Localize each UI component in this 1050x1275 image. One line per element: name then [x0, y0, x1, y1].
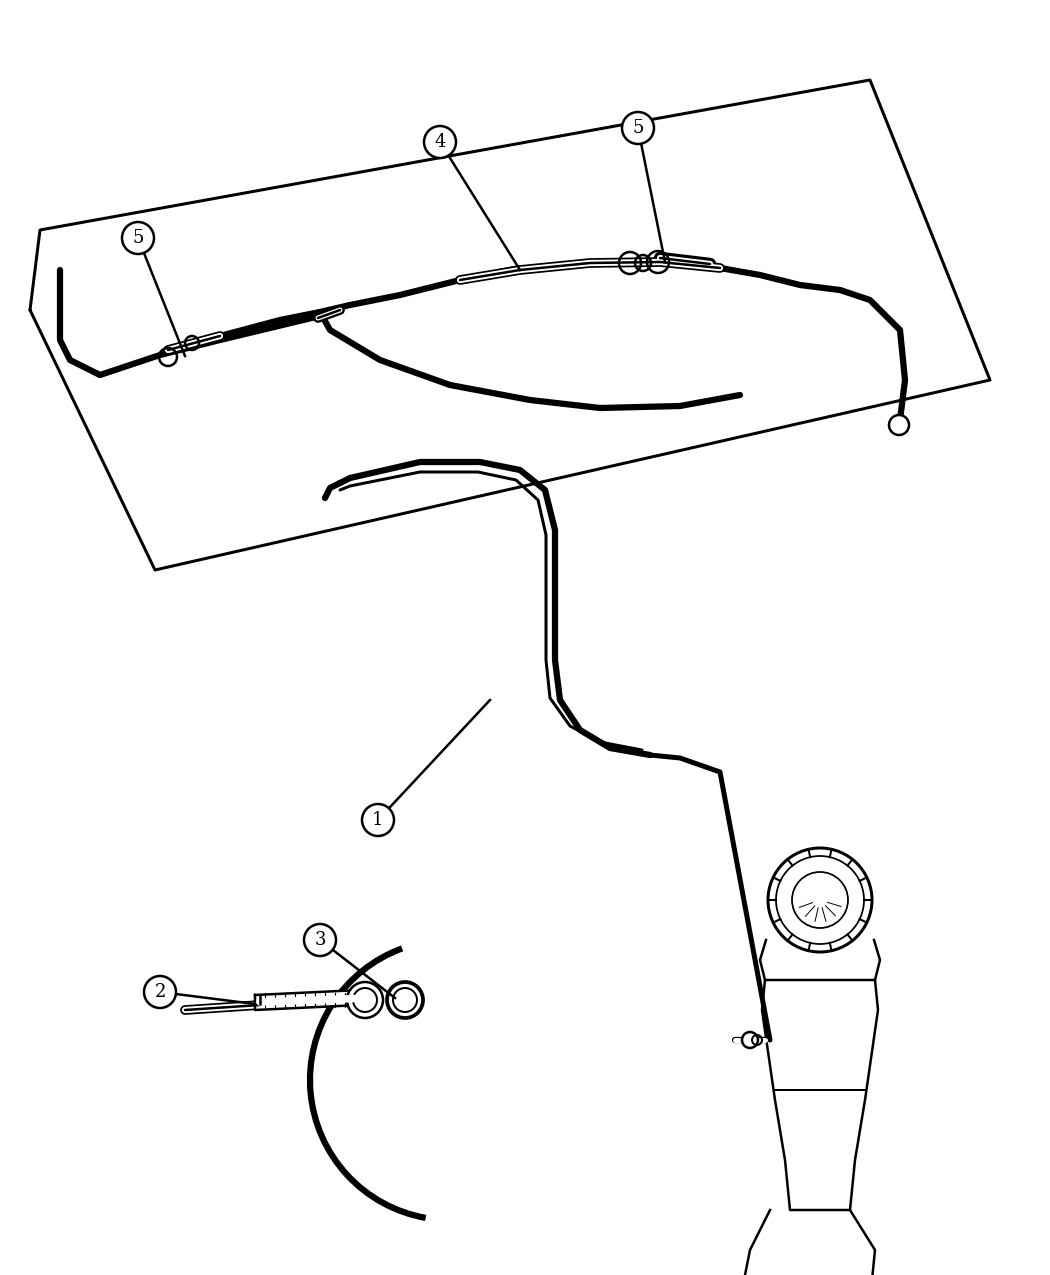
Polygon shape	[762, 980, 878, 1210]
Text: 5: 5	[632, 119, 644, 136]
Circle shape	[742, 1031, 758, 1048]
Circle shape	[122, 222, 154, 254]
Circle shape	[424, 126, 456, 158]
Circle shape	[144, 975, 176, 1009]
Circle shape	[387, 982, 423, 1017]
Text: 2: 2	[154, 983, 166, 1001]
Text: 5: 5	[132, 230, 144, 247]
Circle shape	[768, 848, 871, 952]
Circle shape	[622, 112, 654, 144]
Circle shape	[889, 414, 909, 435]
Text: 4: 4	[435, 133, 445, 150]
Circle shape	[346, 982, 383, 1017]
Circle shape	[362, 805, 394, 836]
Polygon shape	[255, 989, 360, 1010]
Circle shape	[304, 924, 336, 956]
Text: 3: 3	[314, 931, 326, 949]
Polygon shape	[760, 940, 880, 980]
Text: 1: 1	[373, 811, 383, 829]
